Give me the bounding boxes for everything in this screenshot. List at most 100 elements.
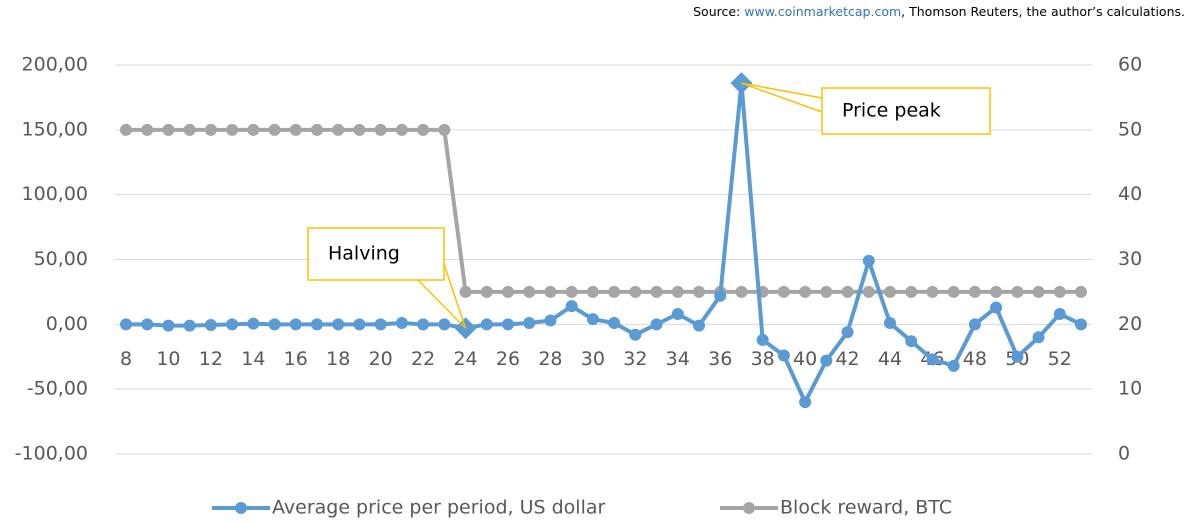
marker — [1075, 318, 1087, 331]
marker — [1053, 307, 1066, 320]
marker — [714, 289, 727, 302]
marker — [162, 319, 175, 332]
marker — [1011, 350, 1024, 363]
callout-pointer — [741, 82, 823, 99]
source-link[interactable]: www.coinmarketcap.com — [744, 4, 901, 19]
marker — [332, 123, 345, 136]
marker — [565, 300, 578, 313]
series-line — [126, 81, 1082, 405]
y2-tick-label: 40 — [1118, 183, 1142, 205]
marker — [523, 285, 536, 298]
y-tick-label: -50,00 — [27, 378, 88, 400]
marker — [480, 318, 493, 331]
marker — [884, 285, 896, 298]
source-rest: , Thomson Reuters, the author’s calculat… — [901, 4, 1185, 19]
marker — [799, 285, 812, 298]
marker — [417, 318, 430, 331]
series-line — [126, 127, 1081, 294]
marker — [990, 301, 1003, 314]
x-tick-label: 34 — [666, 348, 690, 370]
marker — [926, 353, 939, 366]
marker — [226, 123, 239, 136]
marker — [289, 318, 302, 331]
marker — [905, 335, 918, 348]
x-tick-label: 14 — [241, 348, 265, 370]
marker — [544, 285, 557, 298]
marker — [608, 285, 621, 298]
y2-tick-label: 60 — [1118, 54, 1142, 76]
y-tick-label: 200,00 — [22, 54, 88, 76]
marker — [459, 285, 472, 298]
y2-tick-label: 30 — [1118, 248, 1142, 270]
x-tick-label: 8 — [120, 348, 132, 370]
source-note: Source: www.coinmarketcap.com, Thomson R… — [693, 4, 1185, 19]
x-tick-label: 18 — [326, 348, 350, 370]
marker — [693, 319, 705, 332]
x-tick-label: 16 — [284, 348, 308, 370]
marker — [926, 285, 939, 298]
marker — [374, 123, 387, 136]
y-tick-label: 150,00 — [22, 118, 88, 140]
source-prefix: Source: — [693, 4, 744, 19]
marker — [523, 317, 536, 330]
x-tick-label: 38 — [751, 348, 775, 370]
marker — [777, 285, 790, 298]
marker — [608, 317, 621, 330]
marker — [204, 318, 217, 331]
marker — [120, 123, 132, 136]
marker — [395, 317, 408, 330]
x-tick-label: 10 — [156, 348, 180, 370]
marker — [395, 123, 408, 136]
marker — [289, 123, 302, 136]
legend-marker — [235, 502, 247, 514]
marker — [183, 319, 196, 332]
x-tick-label: 12 — [199, 348, 223, 370]
marker — [1032, 285, 1045, 298]
legend-marker — [743, 502, 755, 514]
marker — [756, 333, 769, 346]
marker — [374, 318, 387, 331]
marker — [862, 285, 875, 298]
legend-label: Block reward, BTC — [780, 497, 952, 519]
marker — [650, 285, 663, 298]
marker — [502, 285, 514, 298]
marker — [1011, 285, 1024, 298]
marker — [586, 285, 599, 298]
marker — [884, 317, 896, 330]
x-tick-label: 40 — [793, 348, 817, 370]
marker — [820, 285, 833, 298]
x-tick-label: 36 — [708, 348, 732, 370]
callout-pointer — [741, 82, 823, 113]
marker — [1075, 285, 1087, 298]
marker — [417, 123, 430, 136]
x-tick-label: 24 — [453, 348, 477, 370]
marker — [841, 285, 854, 298]
marker — [968, 318, 981, 331]
marker — [480, 285, 493, 298]
marker — [226, 318, 239, 331]
marker — [586, 313, 599, 326]
y2-tick-label: 10 — [1118, 378, 1142, 400]
x-tick-label: 48 — [963, 348, 987, 370]
y-tick-label: 0,00 — [46, 313, 88, 335]
y-tick-label: -100,00 — [15, 443, 88, 465]
x-tick-label: 52 — [1048, 348, 1072, 370]
marker — [565, 285, 578, 298]
marker — [353, 123, 366, 136]
marker — [905, 285, 918, 298]
x-tick-label: 22 — [411, 348, 435, 370]
x-tick-label: 32 — [623, 348, 647, 370]
callout-text: Price peak — [842, 100, 941, 122]
marker — [141, 123, 154, 136]
x-tick-label: 44 — [878, 348, 902, 370]
marker — [862, 254, 875, 267]
marker — [777, 349, 790, 362]
marker — [438, 318, 451, 331]
marker — [947, 359, 960, 372]
marker — [141, 318, 154, 331]
marker — [502, 318, 514, 331]
marker — [311, 318, 323, 331]
marker — [1032, 331, 1045, 344]
legend-label: Average price per period, US dollar — [272, 497, 605, 519]
